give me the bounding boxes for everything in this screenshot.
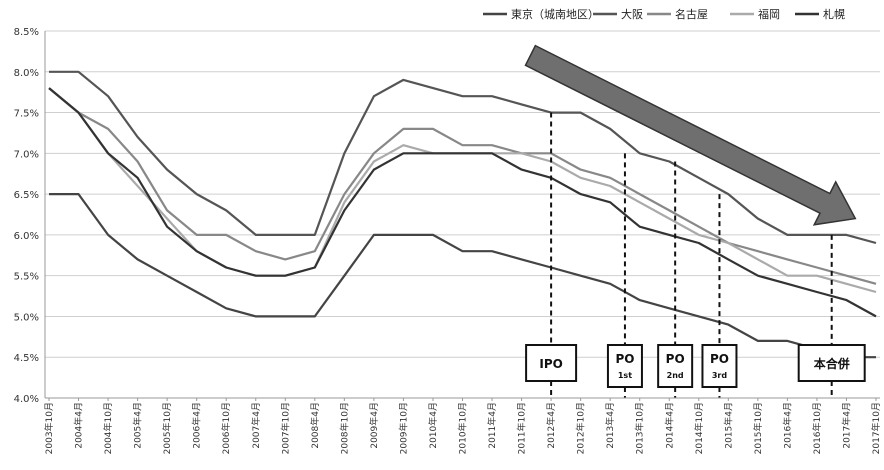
annotation-2: PO 2nd [657,161,694,398]
annotation-sublabel: 1st [618,371,632,380]
x-tick-label: 2006年10月 [220,402,232,454]
x-tick-label: 2011年10月 [516,402,528,454]
y-tick-label: 6.0% [14,231,39,242]
legend-label: 大阪 [621,7,643,21]
annotation-4: 本合併 [797,234,866,398]
trend-arrow-shape [524,44,857,226]
annotation-label: 本合併 [814,356,850,371]
y-tick-label: 5.0% [14,312,39,323]
legend-item-1: 大阪 [593,7,643,21]
x-tick-label: 2014年10月 [693,402,705,454]
annotation-box [657,344,694,388]
legend-label: 名古屋 [675,7,708,21]
y-tick-label: 7.0% [14,149,39,160]
y-tick-label: 4.5% [14,353,39,364]
x-tick-label: 2017年10月 [870,402,882,454]
series-line-1 [49,70,877,245]
y-tick-label: 6.5% [14,190,39,201]
legend-label: 東京（城南地区） [511,7,599,21]
x-tick-label: 2014年4月 [663,402,675,449]
annotation-1: PO 1st [606,153,643,398]
x-tick-label: 2012年4月 [545,402,557,449]
legend-label: 札幌 [823,7,845,21]
legend-item-3: 福岡 [730,7,780,21]
y-tick-label: 8.0% [14,68,39,79]
y-tick-label: 7.5% [14,109,39,120]
series-line-3 [48,87,877,294]
x-tick-label: 2006年4月 [191,402,203,449]
x-tick-label: 2015年4月 [722,402,734,449]
x-tick-label: 2010年4月 [427,402,439,449]
annotation-box [525,344,578,382]
x-tick-label: 2012年10月 [575,402,587,454]
x-tick-label: 2010年10月 [457,402,469,454]
x-axis: 2003年10月 2004年4月 2004年10月 2005年4月 2005年10月 20… [43,397,882,454]
x-tick-label: 2016年4月 [781,402,793,449]
annotation-3: PO 3rd [701,194,738,398]
annotation-0: IPO [525,112,578,398]
series-line-2 [48,87,877,285]
annotation-sublabel: 2nd [667,371,684,380]
x-tick-label: 2015年10月 [752,402,764,454]
annotation-sublabel: 3rd [712,371,728,380]
x-tick-label: 2003年10月 [43,402,55,454]
legend: 東京（城南地区） 大阪 名古屋 福岡 札幌 [483,7,845,21]
x-tick-label: 2004年4月 [73,402,85,449]
legend-item-2: 名古屋 [647,7,708,21]
trend-arrow [524,44,857,226]
grid [45,30,880,399]
annotation-label: PO [615,352,634,366]
annotation-box [701,344,738,388]
x-tick-label: 2005年4月 [132,402,144,449]
x-tick-label: 2013年10月 [634,402,646,454]
series-line-4 [48,87,877,318]
x-tick-label: 2005年10月 [161,402,173,454]
annotations: IPO PO 1st PO 2nd PO 3rd 本合併 [525,112,866,398]
annotation-label: IPO [539,357,562,371]
legend-item-0: 東京（城南地区） [483,7,599,21]
annotation-box [606,344,643,388]
x-tick-label: 2007年10月 [279,402,291,454]
legend-item-4: 札幌 [795,7,845,21]
x-tick-label: 2017年4月 [840,402,852,449]
x-tick-label: 2009年4月 [368,402,380,449]
x-tick-label: 2011年4月 [486,402,498,449]
y-tick-label: 4.0% [14,394,39,405]
x-tick-label: 2007年4月 [250,402,262,449]
series-lines [48,70,877,359]
series-line-0 [49,193,876,359]
annotation-label: PO [710,352,729,366]
x-tick-label: 2004年10月 [102,402,114,454]
annotation-box [797,344,866,382]
y-tick-label: 8.5% [14,27,39,38]
x-tick-label: 2013年4月 [604,402,616,449]
x-tick-label: 2009年10月 [397,402,409,454]
annotation-label: PO [666,352,685,366]
x-tick-label: 2016年10月 [811,402,823,454]
legend-label: 福岡 [758,7,780,21]
x-tick-label: 2008年10月 [338,402,350,454]
y-tick-label: 5.5% [14,272,39,283]
y-axis: 4.0% 4.5% 5.0% 5.5% 6.0% 6.5% 7.0% 7.5% 8.0% 8.5% [14,27,46,405]
x-tick-label: 2008年4月 [309,402,321,449]
